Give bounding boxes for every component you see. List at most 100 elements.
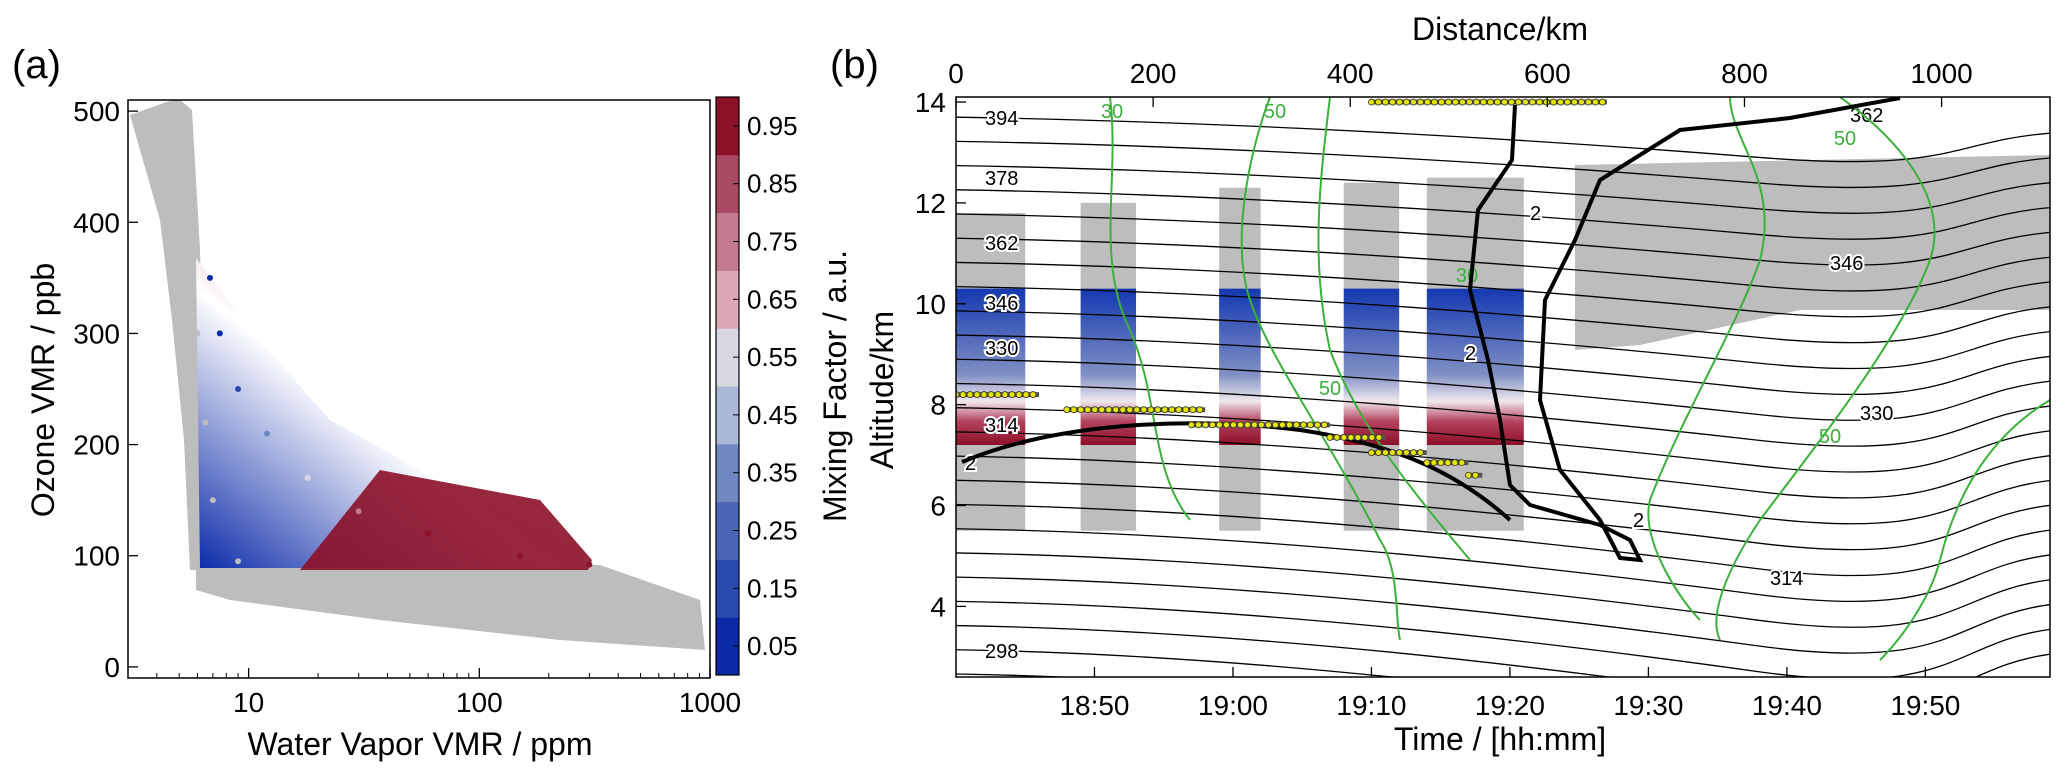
a-scatter-point <box>315 574 322 581</box>
green-contour-label: 50 <box>1319 378 1341 400</box>
b-xtick-label: 19:40 <box>1752 690 1822 721</box>
a-ytick-label: 200 <box>73 430 120 461</box>
flight-track-point <box>994 391 1002 398</box>
colorbar-tick-label: 0.95 <box>747 111 798 141</box>
flight-track-point <box>1347 434 1355 441</box>
flight-track-point <box>1251 421 1258 429</box>
unmixed-tropospheric-branch <box>196 560 705 650</box>
b-x2tick-label: 600 <box>1524 58 1571 89</box>
curtain-columns <box>956 177 1524 531</box>
green-contour-label: 50 <box>1264 101 1286 123</box>
colorbar-ticks: 0.05 0.15 0.25 0.35 0.45 0.55 0.65 0.75 0.85 0.95 <box>733 111 798 661</box>
flight-track-point <box>1022 391 1030 398</box>
flight-track-point <box>1396 98 1403 106</box>
panel-b-xticks: 18:50 19:00 19:10 19:20 19:30 19:40 19:50 <box>1059 667 1960 721</box>
panel-a-yticks: 0 100 200 300 400 500 <box>73 96 138 683</box>
a-scatter-point <box>206 274 213 281</box>
flight-track-point <box>1286 421 1293 429</box>
theta-contour-line <box>956 261 2050 318</box>
panel-a-ylabel: Ozone VMR / ppb <box>25 263 61 517</box>
flight-track-point <box>1091 406 1099 414</box>
panel-b-x2label: Distance/km <box>1412 11 1588 47</box>
colorbar-tick-label: 0.05 <box>747 631 798 661</box>
theta-contour-label: 362 <box>985 233 1018 255</box>
flight-track-point <box>973 391 981 398</box>
flight-track-point <box>1368 449 1375 456</box>
flight-track-point <box>980 391 988 398</box>
colorbar-segment <box>716 154 739 214</box>
flight-track-point <box>1209 421 1216 429</box>
theta-contour-line <box>956 213 2050 266</box>
flight-track-point <box>1293 421 1300 429</box>
flight-track-point <box>1471 471 1479 479</box>
theta-contour-label: 314 <box>1770 568 1803 590</box>
flight-track-point <box>1487 98 1494 106</box>
flight-track-point <box>1368 434 1376 441</box>
colorbar-segment <box>716 501 739 560</box>
flight-track-point <box>1431 98 1438 106</box>
flight-track-point <box>1410 98 1417 106</box>
a-xtick-label: 100 <box>456 687 503 718</box>
green-contour-label: 50 <box>1819 426 1841 448</box>
a-scatter-point <box>406 586 413 593</box>
panel-b-ylabel: Altitude/km <box>864 311 900 469</box>
flight-track-point <box>1244 421 1251 429</box>
flight-track-point <box>1230 421 1237 429</box>
flight-track-point <box>1473 98 1480 106</box>
theta-contour-line <box>956 164 2050 214</box>
flight-track-point <box>1417 98 1424 106</box>
colorbar-tick-label: 0.35 <box>747 458 798 488</box>
panel-a-xticks: 10 100 1000 <box>127 668 741 718</box>
curtain-column-mixing <box>1080 288 1137 445</box>
panel-b-label: (b) <box>830 43 879 87</box>
mixing-triangle <box>196 258 590 568</box>
flight-track-point <box>1375 434 1383 441</box>
flight-track-point <box>1084 406 1092 414</box>
green-contour-line <box>1240 97 1401 641</box>
green-contour-label: 30 <box>1456 265 1478 287</box>
theta-contour-label: 346 <box>985 293 1018 315</box>
flight-track-point <box>1464 471 1472 479</box>
a-ytick-label: 100 <box>73 541 120 572</box>
a-scatter-point <box>586 561 593 568</box>
a-scatter-point <box>425 530 432 537</box>
flight-track-point <box>1063 406 1071 414</box>
flight-track-point <box>1368 98 1375 106</box>
panel-a-label: (a) <box>12 43 61 87</box>
flight-track-point <box>1585 98 1592 106</box>
colorbar-frame <box>715 96 740 676</box>
b-xtick-label: 19:10 <box>1336 690 1406 721</box>
panel-a-frame <box>127 99 711 679</box>
theta-contour-line <box>956 479 2050 551</box>
flight-track-point <box>1592 98 1599 106</box>
flight-track-point <box>1126 406 1134 414</box>
a-scatter-point <box>235 558 242 565</box>
flight-track-point <box>1550 98 1557 106</box>
flight-track-point <box>1437 459 1445 467</box>
a-scatter-point <box>209 497 216 504</box>
theta-contour-label: 2 <box>1633 510 1644 532</box>
panel-b-xlabel: Time / [hh:mm] <box>1394 721 1606 757</box>
flight-track-point <box>987 391 995 398</box>
green-contour-line <box>1715 97 1936 641</box>
flight-track-point <box>1494 98 1501 106</box>
colorbar-segment <box>716 443 739 503</box>
flight-track-point <box>1424 98 1431 106</box>
colorbar-tick-label: 0.75 <box>747 227 798 257</box>
flight-track-point <box>1354 434 1362 441</box>
theta-contour-line <box>956 116 2050 163</box>
b-ytick-label: 10 <box>915 289 946 320</box>
flight-track <box>956 98 1607 479</box>
flight-track-point <box>1168 406 1176 414</box>
flight-track-point <box>1147 406 1155 414</box>
panel-a-data <box>130 100 705 650</box>
panel-b-yticks: 4 6 8 10 12 14 <box>915 87 966 622</box>
flight-track-point <box>1070 406 1078 414</box>
a-ytick-label: 500 <box>73 96 120 127</box>
flight-track-point <box>1202 421 1209 429</box>
flight-track-point <box>1536 98 1543 106</box>
flight-track-point <box>1272 421 1279 429</box>
b-x2tick-label: 400 <box>1327 58 1374 89</box>
theta-contour-line <box>956 576 2050 654</box>
a-scatter-point <box>172 108 179 115</box>
